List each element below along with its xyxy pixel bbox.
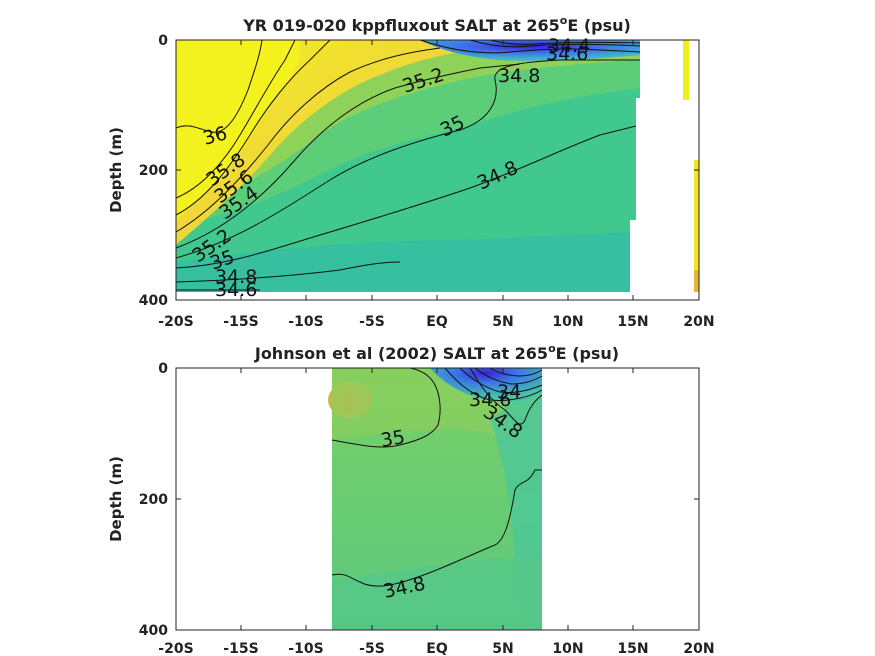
contours-bottom (331, 367, 543, 587)
x-tick-label: 15N (617, 314, 648, 330)
contours-top (175, 39, 641, 291)
panel-bottom: 35 34.6 34.8 34 34.8 -20S -15S -10 (107, 342, 715, 656)
y-axis-label-bottom: Depth (m) (107, 456, 125, 542)
contour-label: 34.8 (215, 266, 257, 288)
y-ticks-top: 0 200 400 (139, 33, 699, 309)
contour-label: 34 (497, 381, 521, 403)
x-tick-label: 20N (683, 641, 714, 656)
salinity-field-top (176, 40, 699, 292)
x-tick-label: -10S (288, 314, 323, 330)
y-tick-label: 200 (139, 163, 168, 179)
y-axis-label-top: Depth (m) (107, 127, 125, 213)
y-tick-label: 400 (139, 293, 168, 309)
x-tick-label: -20S (158, 314, 193, 330)
x-tick-label: -5S (359, 641, 385, 656)
x-ticks-bottom (240, 368, 634, 630)
x-ticks-top (175, 40, 700, 300)
x-tick-label: -10S (288, 641, 323, 656)
contour-label: 34.8 (498, 65, 540, 87)
x-tick-label: EQ (426, 641, 448, 656)
contour-label: 35 (379, 426, 407, 452)
x-tick-label: -5S (359, 314, 385, 330)
x-tick-label: 15N (617, 641, 648, 656)
x-tick-label: -20S (158, 641, 193, 656)
x-tick-labels-bottom: -20S -15S -10S -5S EQ 5N 10N 15N 20N (158, 641, 714, 656)
x-tick-label: 20N (683, 314, 714, 330)
panel-top: 36 35.8 35.6 35.4 35.2 35 34.8 34.6 35.2… (107, 14, 715, 330)
y-ticks-bottom: 0 200 400 (139, 361, 699, 639)
x-tick-labels-top: -20S -15S -10S -5S EQ 5N 10N 15N 20N (158, 314, 714, 330)
x-tick-label: -15S (223, 641, 258, 656)
x-tick-label: 10N (552, 314, 583, 330)
contour-label: 34.6 (546, 43, 588, 65)
x-tick-label: 10N (552, 641, 583, 656)
chart-title-bottom: Johnson et al (2002) SALT at 265oE (psu) (254, 342, 619, 363)
contour-label: 34.4 (548, 35, 590, 57)
y-tick-label: 0 (158, 33, 168, 49)
y-tick-label: 200 (139, 492, 168, 508)
x-tick-label: -15S (223, 314, 258, 330)
contour-label: 34.6 (469, 389, 511, 411)
x-tick-label: 5N (492, 314, 513, 330)
y-tick-label: 0 (158, 361, 168, 377)
x-tick-label: EQ (426, 314, 448, 330)
chart-title-top: YR 019-020 kppfluxout SALT at 265oE (psu… (242, 14, 631, 35)
x-tick-label: 5N (492, 641, 513, 656)
contour-label: 34.6 (215, 279, 257, 301)
y-tick-label: 400 (139, 623, 168, 639)
